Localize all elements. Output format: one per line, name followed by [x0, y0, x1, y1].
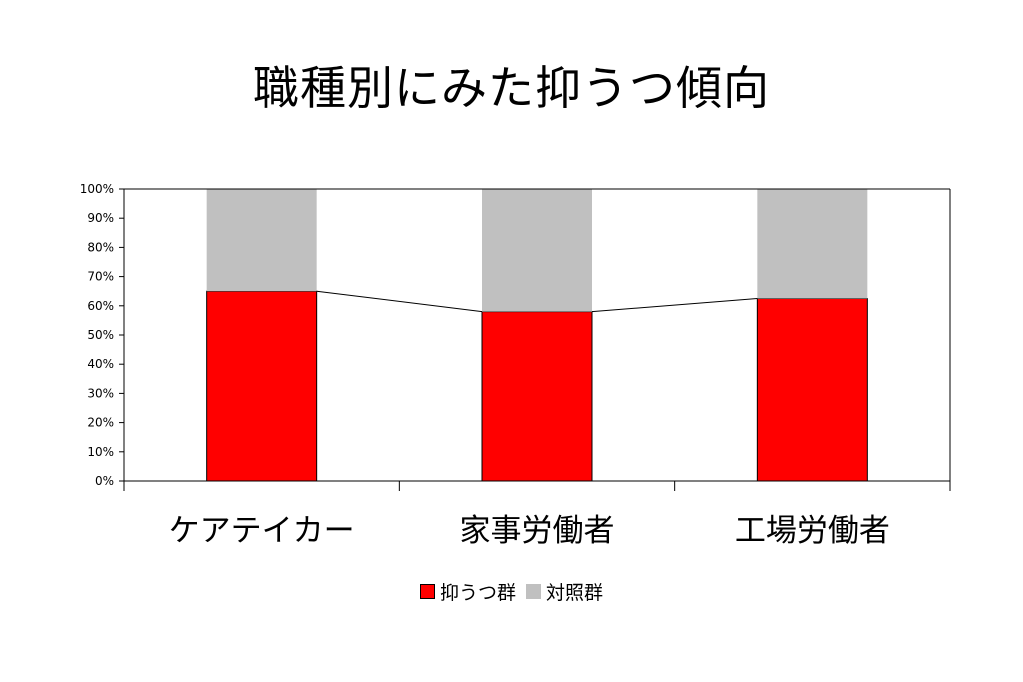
series-line-2 — [591, 298, 758, 313]
x-category-label: 工場労働者 — [735, 513, 890, 549]
y-tick-label: 80% — [87, 240, 114, 254]
y-tick-label: 30% — [87, 386, 114, 400]
y-tick-label: 100% — [80, 182, 114, 196]
bar-segment-control-3 — [757, 189, 868, 299]
series-line-1 — [316, 290, 483, 313]
bar-segment-control-2 — [482, 189, 592, 312]
y-tick-label: 10% — [87, 445, 114, 459]
legend-item: 抑うつ群 — [419, 578, 516, 605]
legend-label: 抑うつ群 — [439, 582, 516, 604]
x-category-label: 家事労働者 — [460, 513, 615, 549]
chart-title: 職種別にみた抑うつ傾向 — [253, 61, 770, 115]
bar-segment-depressed-2 — [481, 311, 593, 482]
legend-label: 対照群 — [546, 582, 604, 604]
legend-swatch — [526, 584, 541, 599]
y-tick-label: 90% — [87, 211, 114, 225]
y-tick-label: 0% — [95, 474, 114, 488]
y-tick-label: 40% — [87, 357, 114, 371]
legend-swatch — [419, 584, 435, 599]
bar-segment-control-1 — [206, 189, 317, 292]
y-tick-label: 70% — [87, 270, 114, 284]
bar-segment-depressed-3 — [756, 298, 868, 482]
bar-segment-depressed-1 — [206, 290, 318, 482]
x-category-label: ケアテイカー — [169, 513, 355, 549]
legend: 抑うつ群 対照群 — [0, 578, 1023, 605]
y-tick-label: 60% — [87, 299, 114, 313]
y-tick-label: 20% — [87, 416, 114, 430]
y-tick-label: 50% — [87, 328, 114, 342]
legend-item: 対照群 — [526, 578, 603, 605]
